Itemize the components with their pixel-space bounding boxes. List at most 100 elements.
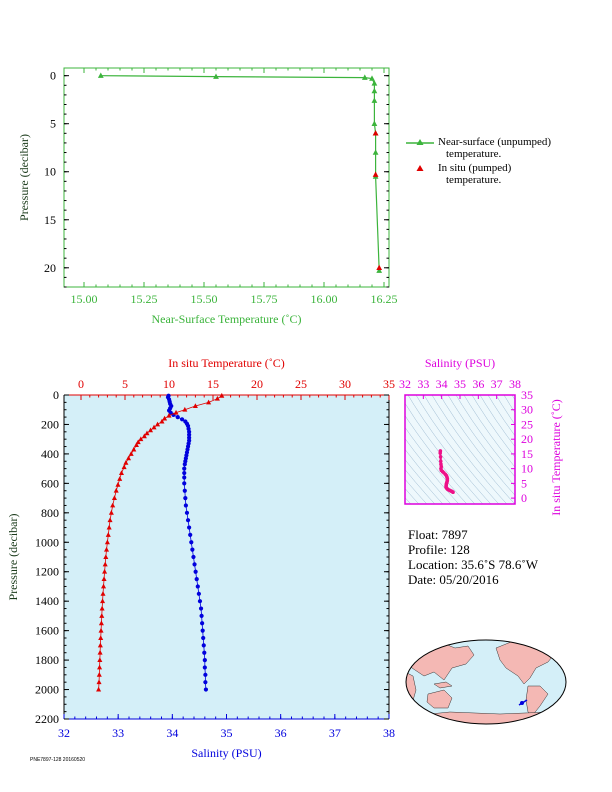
y-tick-label: 20: [44, 261, 56, 275]
pressure-tick-label: 800: [41, 506, 59, 520]
temperature-point: [98, 627, 104, 633]
temperature-point: [131, 446, 137, 452]
pressure-tick-label: 1400: [35, 594, 59, 608]
temperature-point: [102, 568, 108, 574]
density-contour: [487, 395, 515, 437]
australia-shape: [426, 689, 453, 709]
salinity-point: [182, 475, 187, 480]
salinity-point: [203, 687, 209, 692]
near-surface-point: [371, 87, 378, 94]
temp-tick-label: 0: [78, 377, 84, 391]
temperature-point: [113, 487, 119, 493]
x-tick-label: 16.25: [371, 292, 398, 306]
salinity-tick-label: 37: [329, 726, 341, 740]
plot-background: [64, 395, 389, 719]
pressure-axis-label: Pressure (decibar): [6, 514, 20, 601]
salinity-point: [202, 657, 207, 663]
in-situ-point: [372, 171, 379, 177]
salinity-point: [175, 414, 180, 420]
temperature-point: [105, 532, 111, 537]
temperature-point: [151, 424, 157, 430]
temperature-point: [219, 392, 225, 398]
density-contour: [455, 395, 515, 478]
ts-y-tick-label: 10: [521, 462, 533, 476]
in-situ-point: [372, 130, 379, 136]
salinity-point: [197, 599, 203, 604]
ts-x-tick-label: 32: [399, 377, 411, 391]
ts-y-axis-label: In situ Temperature (˚C): [549, 399, 563, 516]
pressure-tick-label: 0: [53, 388, 59, 402]
temperature-point: [166, 412, 172, 418]
south-america-shape: [525, 685, 549, 717]
salinity-point: [184, 510, 190, 515]
salinity-point: [182, 466, 187, 471]
density-contour: [533, 390, 612, 514]
temperature-point: [126, 455, 132, 461]
temperature-point: [111, 495, 117, 501]
salinity-point: [203, 680, 208, 685]
pressure-tick-label: 600: [41, 476, 59, 490]
salinity-point: [189, 540, 194, 545]
x-axis-label: Near-Surface Temperature (˚C): [152, 312, 302, 326]
ts-y-tick-label: 30: [521, 403, 533, 417]
temperature-point: [138, 436, 144, 442]
salinity-point: [200, 628, 205, 633]
pressure-tick-label: 1600: [35, 624, 59, 638]
density-contour: [463, 395, 515, 468]
salinity-point: [182, 470, 187, 476]
density-contour: [415, 395, 500, 504]
legend-label-line2: temperature.: [446, 174, 502, 186]
temperature-point: [97, 664, 103, 670]
pressure-tick-label: 1000: [35, 535, 59, 549]
greenland-shape: [543, 640, 561, 653]
salinity-point: [182, 462, 187, 467]
salinity-point: [182, 488, 187, 493]
legend-red-marker-icon: [416, 165, 424, 171]
salinity-tick-label: 36: [275, 726, 287, 740]
ts-x-tick-label: 35: [454, 377, 466, 391]
temperature-point: [97, 642, 103, 648]
density-contour: [431, 395, 515, 504]
temperature-point: [100, 591, 106, 596]
near-surface-point: [361, 74, 368, 80]
near-surface-point: [97, 72, 104, 78]
density-contour: [405, 488, 420, 504]
x-tick-label: 15.25: [131, 292, 158, 306]
near-surface-point: [372, 149, 379, 155]
temperature-point: [107, 517, 113, 523]
temperature-point: [102, 561, 108, 567]
ts-y-tick-label: 5: [521, 476, 527, 490]
indonesia-shape: [433, 681, 453, 689]
y-tick-label: 0: [50, 69, 56, 83]
temperature-point: [104, 539, 110, 545]
density-contour: [405, 459, 444, 504]
density-contours: [405, 390, 612, 514]
temperature-point: [99, 605, 105, 611]
profile-chart: 32 33 34 35 36 37 38 0 5 10 15 20 25 30 35 0 200 400 600 80…: [6, 356, 395, 760]
salinity-point: [191, 554, 196, 560]
temperature-point: [144, 430, 150, 436]
pressure-tick-label: 2200: [35, 712, 59, 726]
near-surface-point: [371, 120, 378, 126]
y-tick-label: 5: [50, 117, 56, 131]
date: Date: 05/20/2016: [408, 572, 499, 587]
temperature-point: [115, 482, 121, 487]
salinity-point: [183, 495, 188, 501]
salinity-point: [199, 613, 204, 619]
temperature-point: [159, 418, 165, 424]
float-info: Float: 7897 Profile: 128 Location: 35.6˚…: [408, 527, 538, 587]
x-tick-label: 16.00: [311, 292, 338, 306]
density-contour: [405, 415, 476, 504]
density-contour: [405, 497, 412, 504]
map-outline: [405, 639, 567, 725]
pressure-tick-label: 1200: [35, 565, 59, 579]
in-situ-point: [376, 264, 383, 271]
y-tick-label: 10: [44, 165, 56, 179]
salinity-point: [187, 435, 192, 440]
float-location-marker: [520, 701, 524, 705]
salinity-tick-label: 35: [221, 726, 233, 740]
temperature-point: [173, 409, 179, 415]
x-tick-label: 15.50: [191, 292, 218, 306]
temperature-point: [96, 686, 102, 692]
salinity-point: [201, 635, 206, 641]
